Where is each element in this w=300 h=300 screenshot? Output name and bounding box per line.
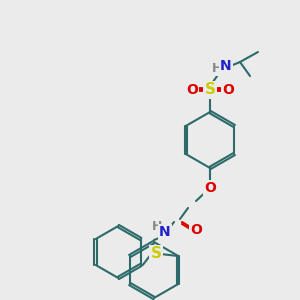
Text: H: H: [212, 61, 222, 74]
Text: S: S: [205, 82, 215, 98]
Text: N: N: [220, 59, 232, 73]
Text: O: O: [222, 83, 234, 97]
Text: O: O: [204, 181, 216, 195]
Text: H: H: [152, 220, 162, 233]
Text: O: O: [190, 223, 202, 237]
Text: O: O: [186, 83, 198, 97]
Text: N: N: [159, 225, 171, 239]
Text: S: S: [151, 247, 162, 262]
